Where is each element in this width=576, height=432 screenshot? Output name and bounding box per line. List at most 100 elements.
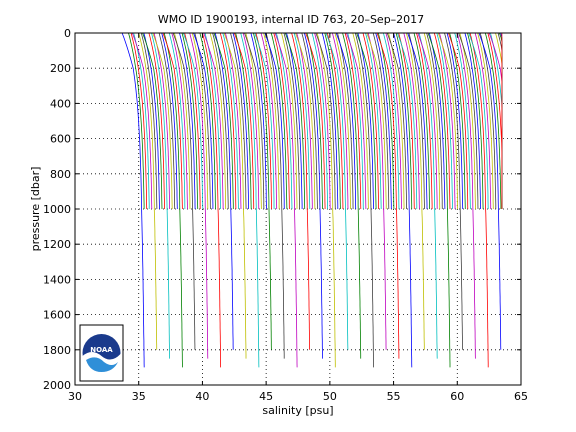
salinity-profile-line	[454, 32, 471, 210]
salinity-profile-line	[265, 32, 285, 359]
salinity-profile-line	[306, 32, 323, 209]
salinity-profile-line	[326, 32, 344, 209]
salinity-profile-line	[468, 32, 489, 210]
y-tick-label: 1400	[43, 273, 71, 286]
salinity-profile-line	[423, 32, 441, 210]
y-tick-label: 400	[50, 97, 71, 110]
salinity-profile-line	[181, 32, 199, 210]
salinity-profile-line	[354, 32, 374, 368]
salinity-profile-line	[305, 32, 326, 210]
salinity-profile-line	[315, 32, 336, 210]
salinity-profile-line	[202, 32, 222, 368]
salinity-profile-line	[416, 32, 433, 209]
salinity-profile-line	[474, 32, 492, 209]
salinity-profile-line	[342, 32, 362, 359]
salinity-profile-line	[446, 32, 464, 210]
salinity-profile-line	[264, 32, 285, 210]
salinity-profile-line	[133, 32, 150, 209]
salinity-profile-line	[469, 32, 489, 368]
x-tick-label: 30	[68, 390, 82, 403]
salinity-profile-line	[467, 32, 484, 210]
x-tick-label: 65	[514, 390, 528, 403]
salinity-profile-line	[296, 32, 313, 209]
x-tick-label: 35	[132, 390, 146, 403]
salinity-profile-line	[255, 32, 272, 210]
salinity-profile-line	[456, 32, 476, 359]
salinity-profile-line	[275, 32, 293, 210]
salinity-profile-line	[459, 32, 476, 209]
salinity-profile-line	[397, 32, 418, 209]
salinity-profile-line	[311, 32, 329, 209]
salinity-profile-line	[458, 32, 479, 210]
salinity-profile-line	[179, 32, 196, 210]
salinity-profile-line	[436, 32, 453, 210]
salinity-profile-line	[357, 32, 374, 210]
salinity-profile-line	[286, 32, 303, 209]
salinity-profile-line	[232, 32, 250, 209]
salinity-profile-line	[383, 32, 400, 210]
salinity-profile-line	[204, 32, 221, 210]
salinity-profile-line	[193, 32, 214, 209]
salinity-profile-line	[273, 32, 290, 210]
salinity-profile-line	[121, 32, 145, 368]
salinity-profile-line	[284, 32, 306, 210]
salinity-profile-line	[174, 32, 191, 210]
salinity-profile-line	[162, 32, 183, 210]
salinity-profile-line	[365, 32, 382, 210]
salinity-profile-line	[148, 32, 165, 209]
salinity-profile-line	[293, 32, 311, 210]
salinity-profile-line	[253, 32, 272, 350]
salinity-profile-line	[426, 32, 443, 210]
y-tick-label: 0	[64, 27, 71, 40]
salinity-profile-line	[128, 32, 145, 209]
salinity-profile-line	[413, 32, 430, 210]
x-axis-ticks: 30 35 40 45 50 55 60 65	[68, 33, 528, 403]
salinity-profile-line	[244, 32, 265, 210]
y-tick-label: 1600	[43, 309, 71, 322]
salinity-profile-line	[142, 32, 163, 210]
logo-water	[86, 357, 118, 372]
salinity-profile-line	[352, 32, 369, 210]
salinity-profile-line	[214, 32, 234, 350]
salinity-profile-line	[235, 32, 252, 210]
salinity-profile-line	[212, 32, 229, 209]
x-tick-label: 60	[450, 390, 464, 403]
salinity-profile-line	[334, 32, 351, 210]
salinity-profile-line	[189, 32, 209, 359]
salinity-profile-line	[377, 32, 395, 210]
salinity-profile-line	[194, 32, 211, 210]
salinity-profile-line	[444, 32, 463, 350]
x-axis-label: salinity [psu]	[262, 404, 333, 417]
salinity-profile-line	[388, 32, 405, 210]
salinity-profile-line	[209, 32, 227, 210]
salinity-profile-line	[332, 32, 349, 210]
salinity-profile-line	[477, 32, 494, 210]
salinity-profile-line	[222, 32, 239, 209]
salinity-profile-line	[405, 32, 425, 350]
salinity-profile-line	[242, 32, 260, 210]
salinity-profile-line	[395, 32, 413, 209]
salinity-profile-line	[437, 32, 458, 210]
salinity-profile-line	[270, 32, 288, 210]
salinity-profile-line	[158, 32, 176, 210]
salinity-profile-line	[191, 32, 209, 209]
x-tick-label: 40	[195, 390, 209, 403]
salinity-profile-line	[291, 32, 311, 350]
salinity-profile-line	[428, 32, 446, 210]
y-axis-label: pressure [dbar]	[29, 167, 42, 252]
salinity-profile-line	[362, 32, 379, 210]
salinity-profile-line	[304, 32, 323, 359]
salinity-profile-line	[223, 32, 247, 359]
chart-title: WMO ID 1900193, internal ID 763, 20–Sep–…	[158, 13, 424, 26]
salinity-profile-line	[433, 32, 451, 210]
salinity-profile-line	[464, 32, 481, 209]
y-tick-label: 1000	[43, 203, 71, 216]
salinity-profile-line	[199, 32, 216, 210]
salinity-profile-line	[203, 32, 224, 209]
salinity-profile-line	[161, 32, 178, 210]
plot-area: 30 35 40 45 50 55 60 65 0 200 400 600 800 1000 1200 14…	[43, 27, 528, 403]
salinity-profile-line	[219, 32, 237, 210]
logo-text: NOAA	[90, 346, 113, 354]
y-tick-label: 600	[50, 133, 71, 146]
